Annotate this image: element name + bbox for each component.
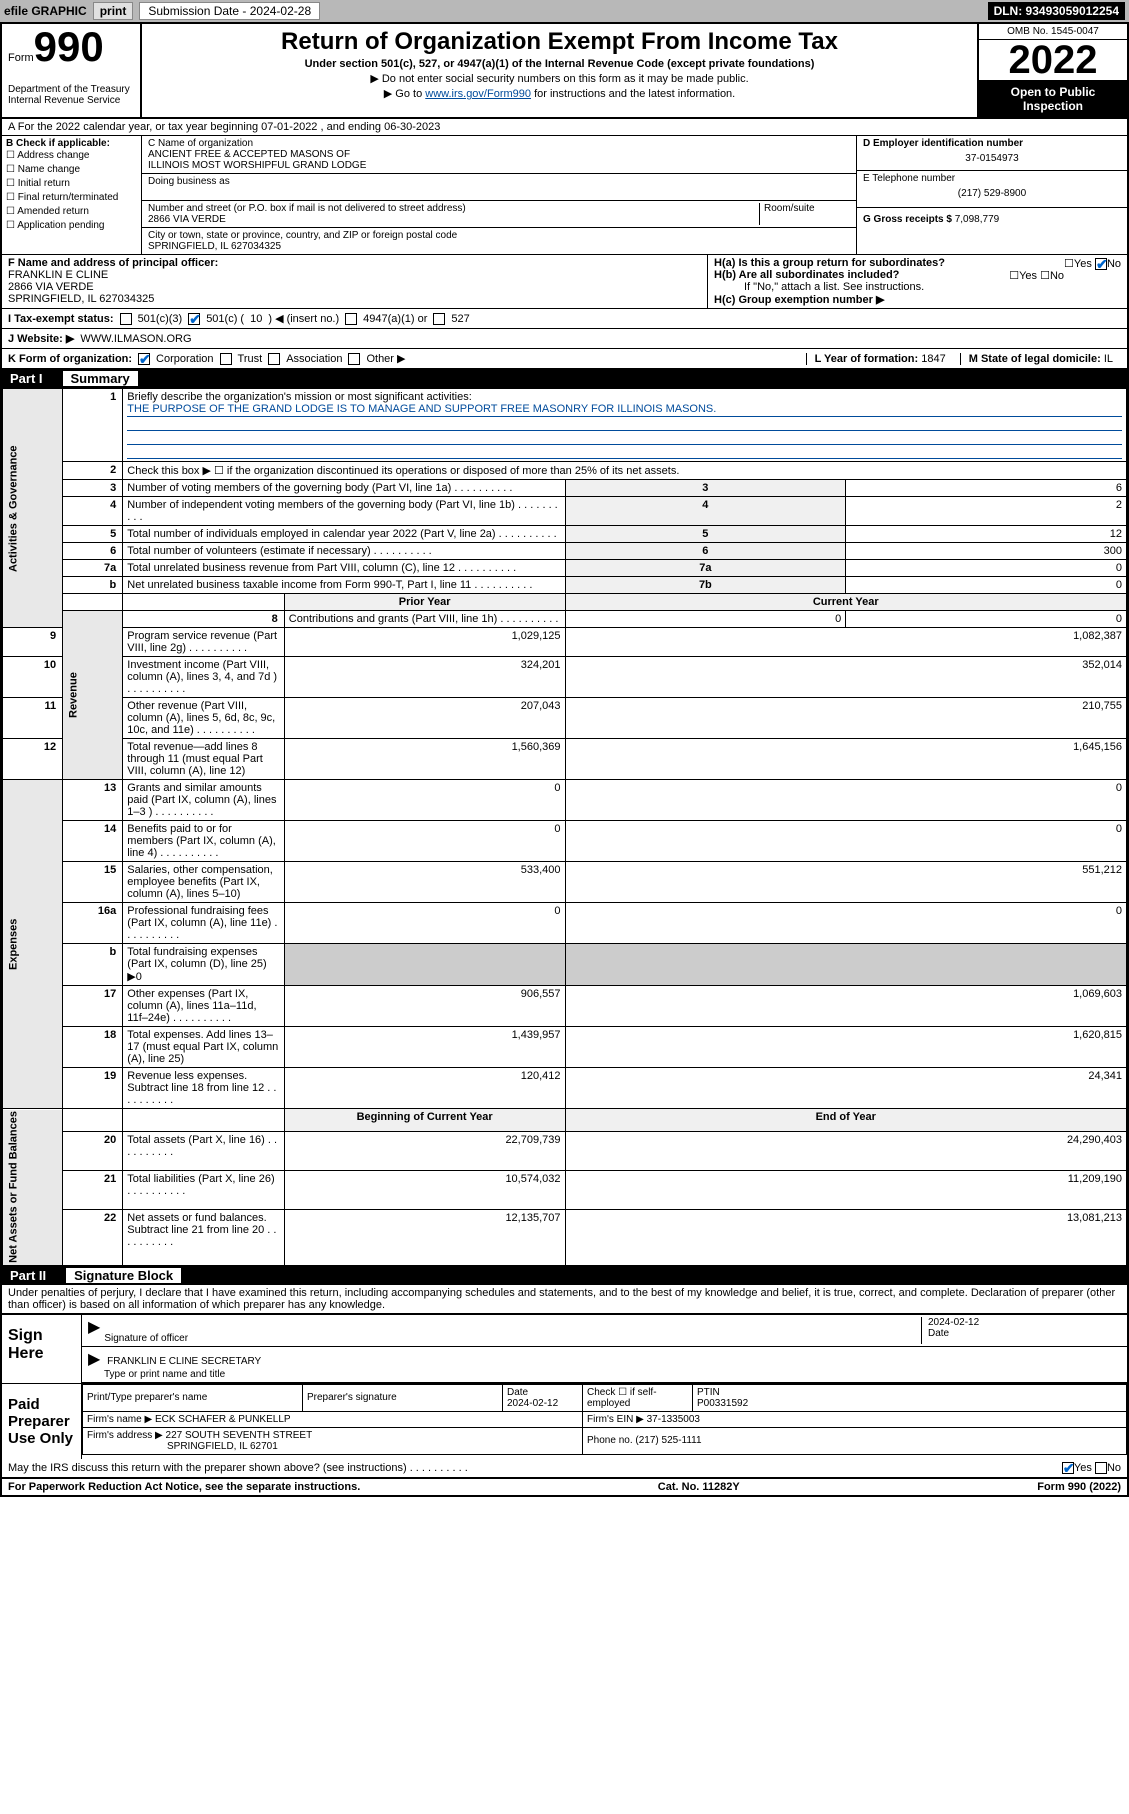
row-a: A For the 2022 calendar year, or tax yea… [2,119,1127,136]
chk-other[interactable] [348,353,360,365]
discuss-no-checkbox[interactable] [1095,1462,1107,1474]
open-public: Open to Public Inspection [979,81,1127,117]
section-h: H(a) Is this a group return for subordin… [707,255,1127,308]
line6-val: 300 [846,543,1127,560]
chk-initial-return[interactable]: ☐ Initial return [6,177,137,191]
firm-name: ECK SCHAFER & PUNKELLP [155,1414,291,1425]
mission-text: THE PURPOSE OF THE GRAND LODGE IS TO MAN… [127,403,1122,417]
state-domicile: IL [1104,353,1113,365]
line5-val: 12 [846,526,1127,543]
form-title: Return of Organization Exempt From Incom… [150,28,969,56]
officer-name: FRANKLIN E CLINE [8,269,701,281]
phone-value: (217) 529-8900 [863,184,1121,203]
line3-val: 6 [846,480,1127,497]
chk-app-pending[interactable]: ☐ Application pending [6,219,137,233]
section-f: F Name and address of principal officer:… [2,255,707,308]
print-button[interactable]: print [93,2,134,20]
paid-preparer-label: Paid Preparer Use Only [2,1384,82,1459]
chk-501c-other[interactable] [188,313,200,325]
submission-date: Submission Date - 2024-02-28 [139,2,320,20]
gross-receipts: 7,098,779 [955,214,1000,225]
org-name-2: ILLINOIS MOST WORSHIPFUL GRAND LODGE [148,160,850,171]
form-number: 990 [34,23,104,70]
side-expenses: Expenses [3,780,63,1109]
section-d: D Employer identification number 37-0154… [857,136,1127,254]
form-word: Form [8,52,34,64]
row-i: I Tax-exempt status: 501(c)(3) 501(c) (1… [2,309,1127,329]
firm-ein: 37-1335003 [647,1414,700,1425]
topbar: efile GRAPHIC print Submission Date - 20… [0,0,1129,22]
ein-value: 37-0154973 [863,149,1121,168]
officer-name-title: FRANKLIN E CLINE SECRETARY [107,1356,261,1367]
part1-header: Part I Summary [2,369,1127,388]
form-subtitle: Under section 501(c), 527, or 4947(a)(1)… [150,58,969,70]
form-990: Form990 Department of the Treasury Inter… [0,22,1129,1497]
row-j: J Website: ▶ WWW.ILMASON.ORG [2,329,1127,349]
501c-num: 10 [250,313,262,325]
tax-year: 2022 [979,40,1127,81]
sig-date: 2024-02-12 [928,1317,1121,1328]
section-b: B Check if applicable: ☐ Address change … [2,136,142,254]
chk-corporation[interactable] [138,353,150,365]
form-note2: ▶ Go to www.irs.gov/Form990 for instruct… [150,87,969,100]
side-net-assets: Net Assets or Fund Balances [3,1109,63,1266]
form-footer: For Paperwork Reduction Act Notice, see … [2,1478,1127,1495]
section-c: C Name of organization ANCIENT FREE & AC… [142,136,857,254]
sign-here-label: Sign Here [2,1315,82,1383]
penalty-statement: Under penalties of perjury, I declare th… [2,1285,1127,1313]
chk-association[interactable] [268,353,280,365]
org-name-1: ANCIENT FREE & ACCEPTED MASONS OF [148,149,850,160]
dln-label: DLN: 93493059012254 [988,2,1125,20]
chk-amended[interactable]: ☐ Amended return [6,205,137,219]
discuss-row: May the IRS discuss this return with the… [2,1459,1127,1478]
form-note1: ▶ Do not enter social security numbers o… [150,72,969,85]
part2-header: Part II Signature Block [2,1266,1127,1285]
ha-no-checkbox[interactable] [1095,258,1107,270]
year-formation: 1847 [921,353,945,365]
street-address: 2866 VIA VERDE [148,214,755,225]
chk-name-change[interactable]: ☐ Name change [6,163,137,177]
chk-final-return[interactable]: ☐ Final return/terminated [6,191,137,205]
side-activities: Activities & Governance [3,389,63,628]
city-state-zip: SPRINGFIELD, IL 627034325 [148,241,850,252]
line7a-val: 0 [846,560,1127,577]
summary-table: Activities & Governance 1 Briefly descri… [2,388,1127,1266]
website-value: WWW.ILMASON.ORG [80,333,191,345]
dept-label: Department of the Treasury Internal Reve… [8,84,134,106]
prep-date: 2024-02-12 [507,1398,558,1409]
chk-trust[interactable] [220,353,232,365]
preparer-table: Print/Type preparer's name Preparer's si… [82,1384,1127,1455]
line7b-val: 0 [846,577,1127,594]
ptin-value: P00331592 [697,1398,748,1409]
side-revenue: Revenue [63,611,123,780]
chk-address-change[interactable]: ☐ Address change [6,149,137,163]
prep-phone: (217) 525-1111 [635,1435,701,1446]
line4-val: 2 [846,497,1127,526]
discuss-yes-checkbox[interactable] [1062,1462,1074,1474]
chk-4947[interactable] [345,313,357,325]
irs-link[interactable]: www.irs.gov/Form990 [425,88,531,100]
chk-501c3[interactable] [120,313,132,325]
row-klm: K Form of organization: Corporation Trus… [2,349,1127,369]
chk-527[interactable] [433,313,445,325]
efile-label: efile GRAPHIC [4,4,87,18]
